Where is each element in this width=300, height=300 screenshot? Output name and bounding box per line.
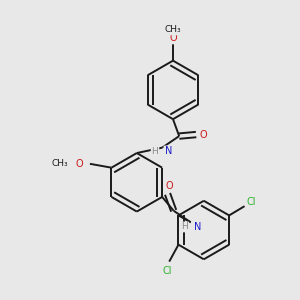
Text: O: O <box>169 33 177 43</box>
Text: O: O <box>75 159 83 169</box>
Text: CH₃: CH₃ <box>52 159 68 168</box>
Text: Cl: Cl <box>247 197 256 207</box>
Text: H: H <box>182 223 188 232</box>
Text: N: N <box>194 222 201 232</box>
Text: N: N <box>164 146 172 157</box>
Text: O: O <box>199 130 207 140</box>
Text: Cl: Cl <box>163 266 172 276</box>
Text: CH₃: CH₃ <box>165 25 181 34</box>
Text: O: O <box>165 181 173 191</box>
Text: H: H <box>152 147 158 156</box>
